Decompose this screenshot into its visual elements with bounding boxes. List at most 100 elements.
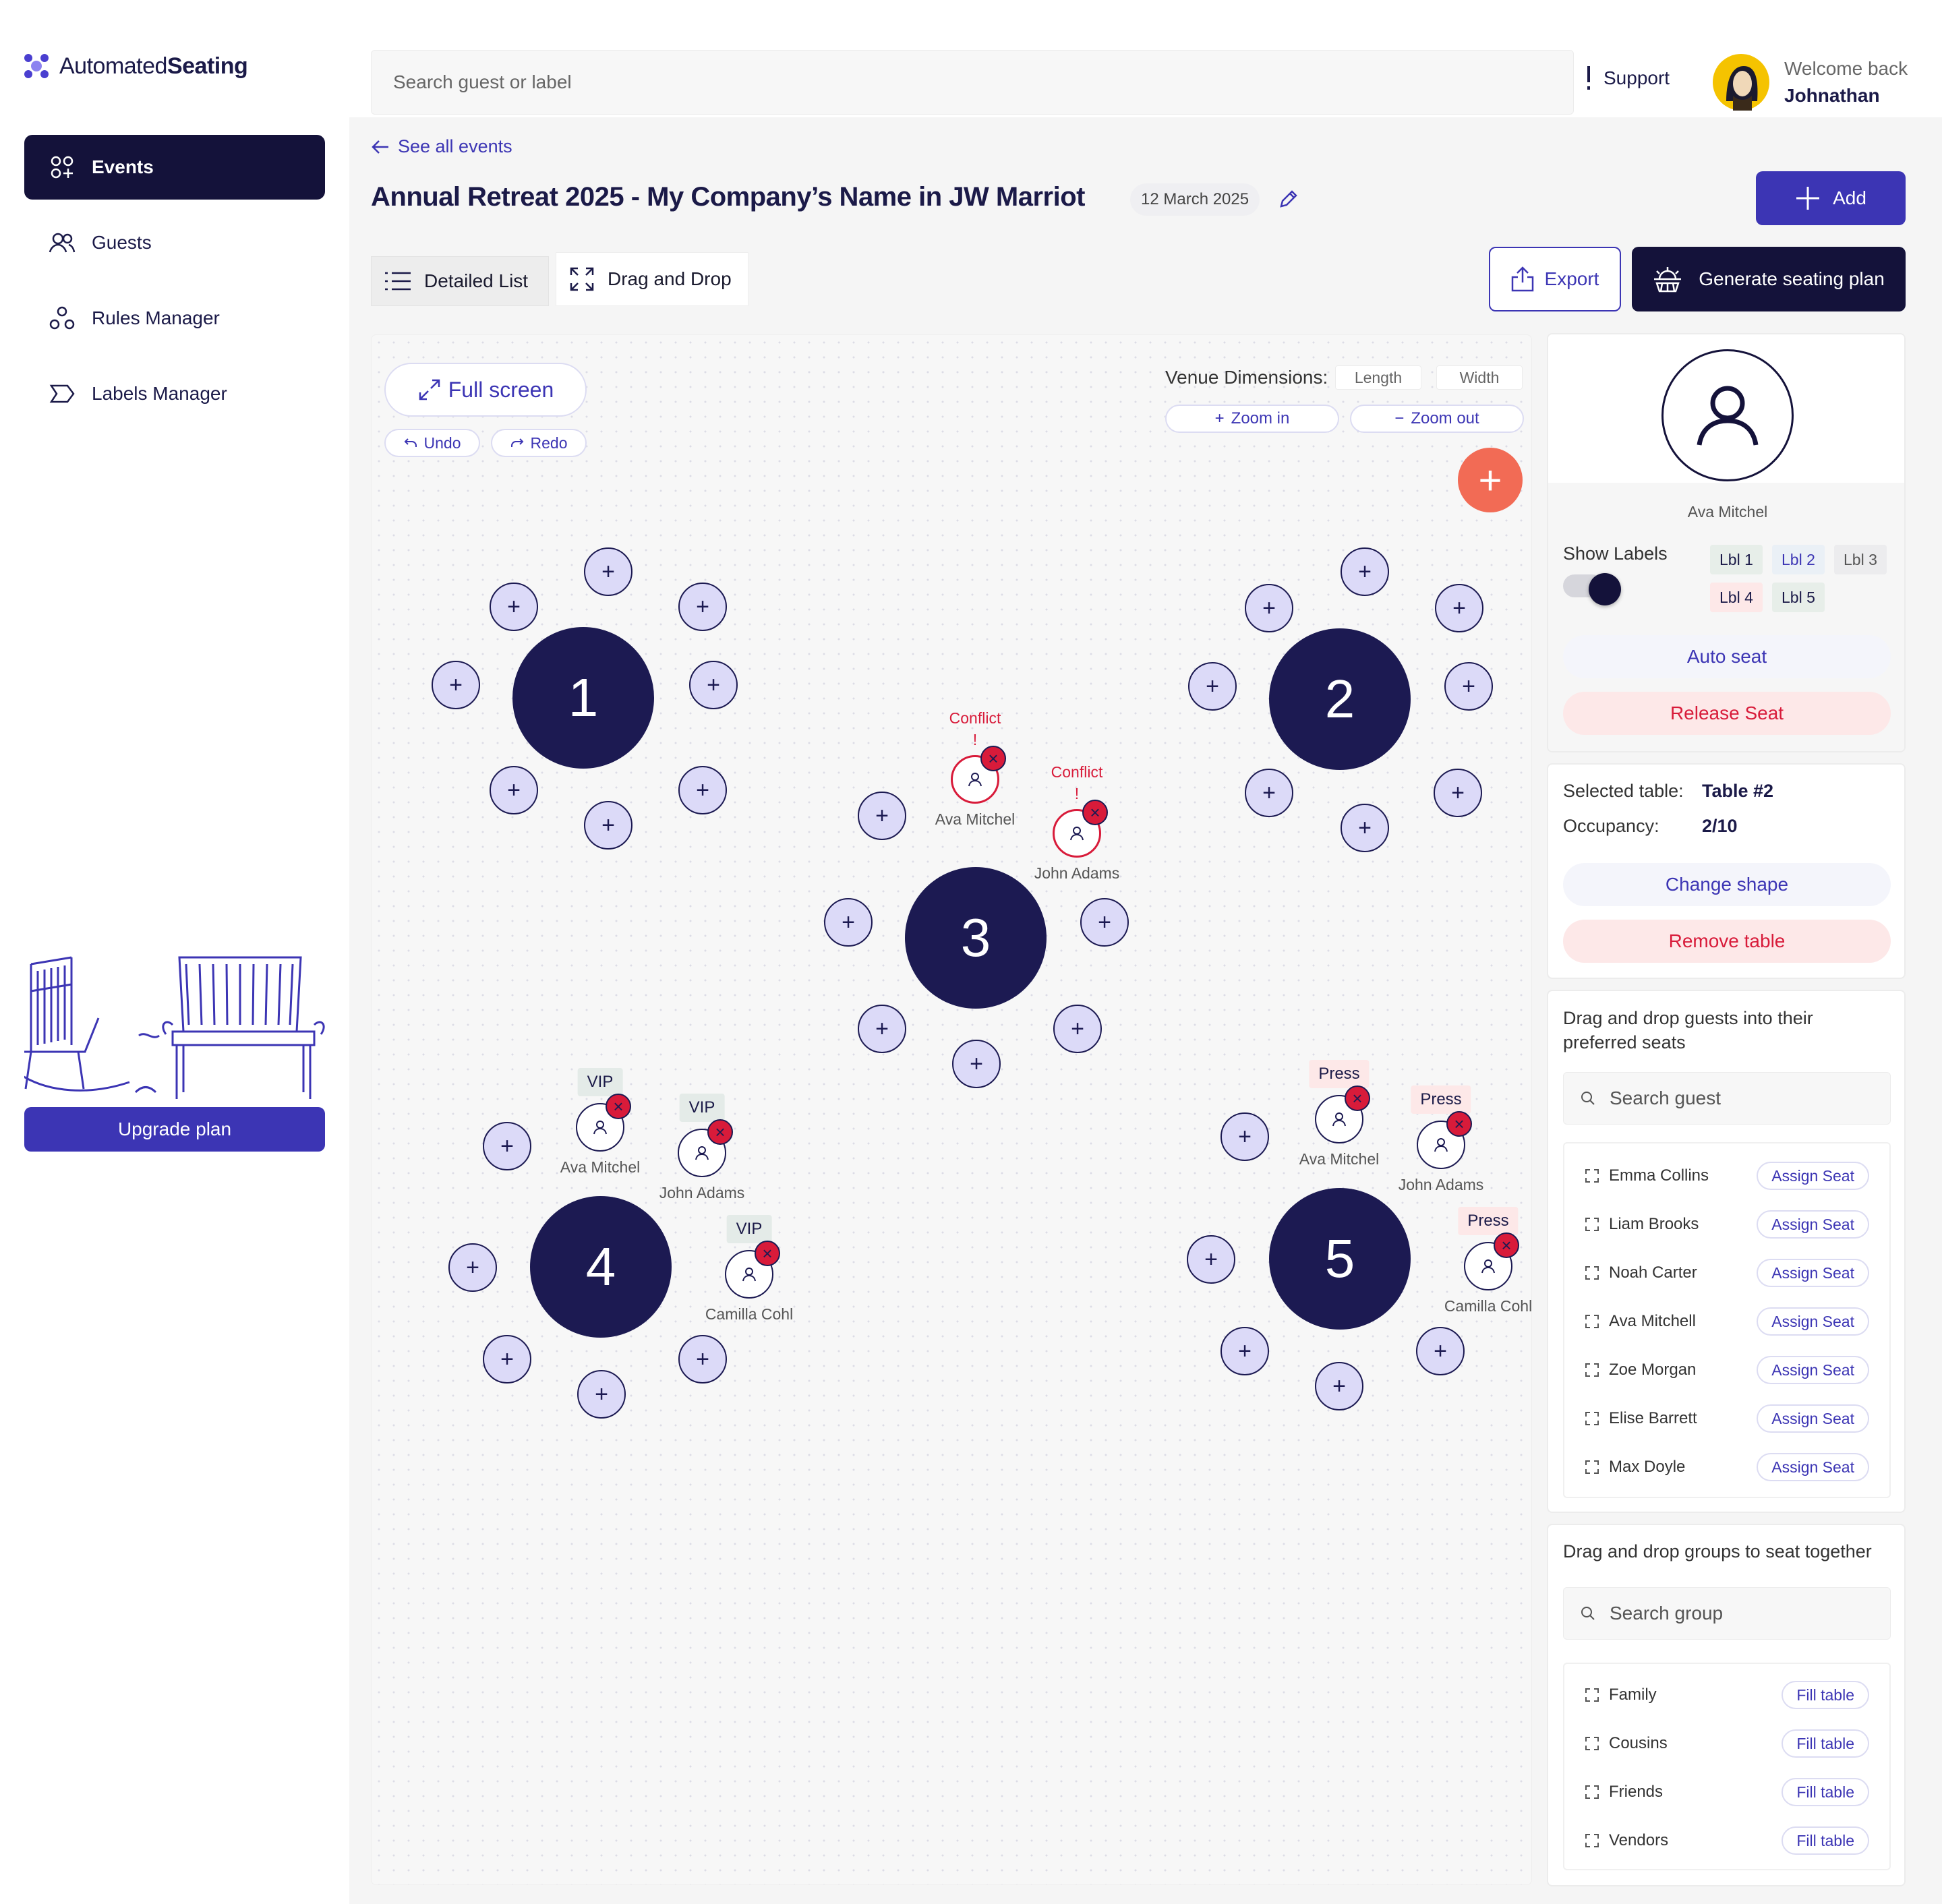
undo-button[interactable]: Undo [384,429,480,457]
empty-seat[interactable]: + [584,547,632,596]
global-search-input[interactable]: Search guest or label [371,50,1574,115]
fill-table-button[interactable]: Fill table [1782,1826,1869,1855]
empty-seat[interactable]: + [1245,584,1293,632]
list-item[interactable]: Family Fill table [1585,1671,1869,1719]
label-chip[interactable]: Lbl 1 [1710,545,1763,574]
empty-seat[interactable]: + [1315,1362,1363,1410]
label-chip[interactable]: Lbl 3 [1834,545,1887,574]
empty-seat[interactable]: + [678,583,727,631]
empty-seat[interactable]: + [1188,662,1237,711]
list-item[interactable]: Liam Brooks Assign Seat [1585,1200,1869,1249]
remove-guest-icon[interactable]: × [980,746,1006,771]
empty-seat[interactable]: + [952,1040,1001,1088]
list-item[interactable]: Max Doyle Assign Seat [1585,1443,1869,1491]
full-screen-button[interactable]: Full screen [384,363,587,417]
empty-seat[interactable]: + [1053,1005,1102,1053]
change-shape-button[interactable]: Change shape [1563,863,1891,906]
empty-seat[interactable]: + [824,898,873,947]
remove-guest-icon[interactable]: × [606,1094,631,1119]
empty-seat[interactable]: + [483,1335,531,1384]
empty-seat[interactable]: + [1416,1327,1465,1375]
table-2[interactable]: 2 [1269,628,1411,770]
search-group-input[interactable]: Search group [1563,1587,1891,1640]
nav-events[interactable]: Events [24,135,325,200]
fill-table-button[interactable]: Fill table [1782,1778,1869,1806]
empty-seat[interactable]: + [432,661,480,709]
generate-seating-plan-button[interactable]: Generate seating plan [1632,247,1906,311]
remove-guest-icon[interactable]: × [707,1119,733,1145]
label-chip[interactable]: Lbl 2 [1772,545,1825,574]
list-item[interactable]: Friends Fill table [1585,1768,1869,1816]
remove-guest-icon[interactable]: × [1345,1085,1370,1111]
remove-table-button[interactable]: Remove table [1563,920,1891,963]
fill-table-button[interactable]: Fill table [1782,1729,1869,1758]
add-button[interactable]: Add [1756,171,1906,225]
logo[interactable]: AutomatedSeating [23,53,248,80]
list-item[interactable]: Zoe Morgan Assign Seat [1585,1346,1869,1394]
assign-seat-button[interactable]: Assign Seat [1757,1259,1869,1287]
assign-seat-button[interactable]: Assign Seat [1757,1210,1869,1239]
empty-seat[interactable]: + [689,661,738,709]
remove-guest-icon[interactable]: × [1446,1111,1472,1137]
empty-seat[interactable]: + [1341,804,1389,852]
list-item[interactable]: Ava Mitchell Assign Seat [1585,1297,1869,1346]
table-3[interactable]: 3 [905,867,1047,1009]
assign-seat-button[interactable]: Assign Seat [1757,1162,1869,1190]
label-chip[interactable]: Lbl 5 [1772,583,1825,612]
empty-seat[interactable]: + [678,1335,727,1384]
table-4[interactable]: 4 [530,1196,672,1338]
empty-seat[interactable]: + [1080,898,1129,947]
assign-seat-button[interactable]: Assign Seat [1757,1307,1869,1336]
empty-seat[interactable]: + [448,1243,497,1292]
list-item[interactable]: Emma Collins Assign Seat [1585,1152,1869,1200]
empty-seat[interactable]: + [1220,1327,1269,1375]
assign-seat-button[interactable]: Assign Seat [1757,1404,1869,1433]
remove-guest-icon[interactable]: × [755,1241,780,1266]
empty-seat[interactable]: + [858,1005,906,1053]
table-5[interactable]: 5 [1269,1188,1411,1330]
empty-seat[interactable]: + [1341,547,1389,596]
zoom-out-button[interactable]: − Zoom out [1350,405,1524,433]
guest-seat-ava-mitchel[interactable] [951,755,999,804]
zoom-in-button[interactable]: + Zoom in [1165,405,1339,433]
remove-guest-icon[interactable]: × [1082,800,1108,825]
empty-seat[interactable]: + [1434,769,1482,817]
support-link[interactable]: Support [1585,65,1670,92]
empty-seat[interactable]: + [1245,769,1293,817]
nav-guests[interactable]: Guests [24,210,325,275]
remove-guest-icon[interactable]: × [1494,1232,1519,1258]
edit-pencil-icon[interactable] [1277,187,1300,210]
auto-seat-button[interactable]: Auto seat [1563,635,1891,678]
tab-drag-and-drop[interactable]: Drag and Drop [556,252,748,306]
see-all-events-link[interactable]: See all events [371,136,512,157]
list-item[interactable]: Cousins Fill table [1585,1719,1869,1768]
empty-seat[interactable]: + [858,792,906,840]
empty-seat[interactable]: + [1220,1112,1269,1161]
empty-seat[interactable]: + [490,766,538,814]
list-item[interactable]: Vendors Fill table [1585,1816,1869,1865]
empty-seat[interactable]: + [490,583,538,631]
toggle-knob[interactable] [1589,573,1621,605]
tab-detailed-list[interactable]: Detailed List [371,256,549,306]
empty-seat[interactable]: + [1187,1235,1235,1284]
empty-seat[interactable]: + [577,1370,626,1419]
add-table-fab[interactable]: + [1458,448,1523,512]
list-item[interactable]: Noah Carter Assign Seat [1585,1249,1869,1297]
table-1[interactable]: 1 [512,627,654,769]
list-item[interactable]: Elise Barrett Assign Seat [1585,1394,1869,1443]
export-button[interactable]: Export [1489,247,1621,311]
nav-labels-manager[interactable]: Labels Manager [24,361,325,426]
fill-table-button[interactable]: Fill table [1782,1681,1869,1709]
upgrade-plan-button[interactable]: Upgrade plan [24,1107,325,1152]
label-chip[interactable]: Lbl 4 [1710,583,1763,612]
empty-seat[interactable]: + [1435,584,1483,632]
venue-length-input[interactable]: Length [1335,365,1421,390]
empty-seat[interactable]: + [584,801,632,850]
empty-seat[interactable]: + [678,766,727,814]
empty-seat[interactable]: + [483,1122,531,1170]
release-seat-button[interactable]: Release Seat [1563,692,1891,735]
venue-width-input[interactable]: Width [1436,365,1523,390]
assign-seat-button[interactable]: Assign Seat [1757,1453,1869,1481]
avatar[interactable] [1713,54,1769,111]
nav-rules-manager[interactable]: Rules Manager [24,286,325,351]
